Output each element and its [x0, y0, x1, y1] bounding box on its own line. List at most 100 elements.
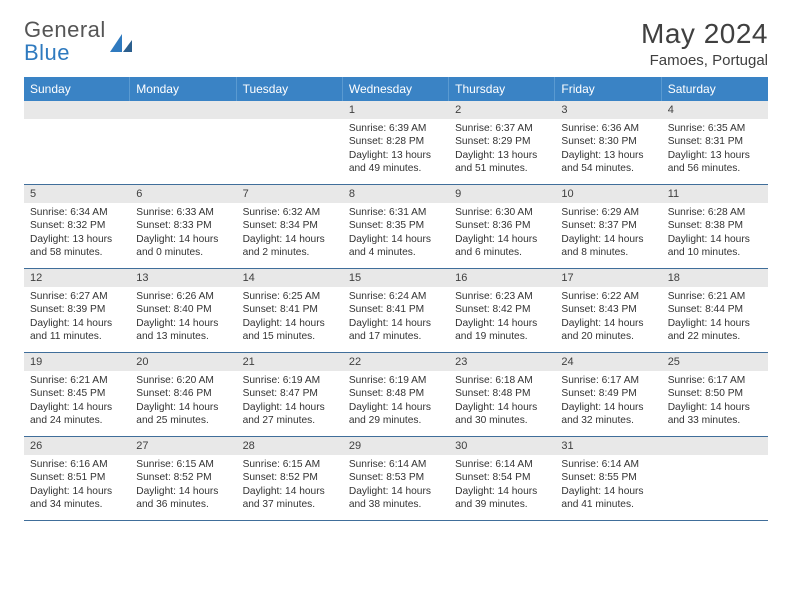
- day-details: Sunrise: 6:28 AMSunset: 8:38 PMDaylight:…: [662, 203, 768, 264]
- day-detail-line: Sunrise: 6:15 AM: [243, 458, 337, 471]
- day-detail-line: Sunset: 8:54 PM: [455, 471, 549, 484]
- day-detail-line: Sunset: 8:34 PM: [243, 219, 337, 232]
- day-detail-line: Daylight: 14 hours: [349, 317, 443, 330]
- day-number: 23: [449, 353, 555, 371]
- calendar-day-cell: 18Sunrise: 6:21 AMSunset: 8:44 PMDayligh…: [662, 269, 768, 353]
- day-detail-line: and 32 minutes.: [561, 414, 655, 427]
- day-number: 1: [343, 101, 449, 119]
- day-detail-line: Sunset: 8:44 PM: [668, 303, 762, 316]
- day-detail-line: and 24 minutes.: [30, 414, 124, 427]
- day-details: Sunrise: 6:31 AMSunset: 8:35 PMDaylight:…: [343, 203, 449, 264]
- day-details: [662, 455, 768, 462]
- day-detail-line: Sunset: 8:33 PM: [136, 219, 230, 232]
- calendar-day-cell: 31Sunrise: 6:14 AMSunset: 8:55 PMDayligh…: [555, 437, 661, 521]
- page-header: General Blue May 2024 Famoes, Portugal: [24, 18, 768, 69]
- weekday-header: Friday: [555, 77, 661, 101]
- calendar-day-cell: 30Sunrise: 6:14 AMSunset: 8:54 PMDayligh…: [449, 437, 555, 521]
- day-detail-line: and 25 minutes.: [136, 414, 230, 427]
- weekday-header: Saturday: [662, 77, 768, 101]
- title-block: May 2024 Famoes, Portugal: [641, 18, 768, 69]
- day-details: Sunrise: 6:27 AMSunset: 8:39 PMDaylight:…: [24, 287, 130, 348]
- day-detail-line: and 11 minutes.: [30, 330, 124, 343]
- day-number: 31: [555, 437, 661, 455]
- logo: General Blue: [24, 18, 134, 64]
- day-detail-line: Daylight: 14 hours: [561, 485, 655, 498]
- day-detail-line: and 22 minutes.: [668, 330, 762, 343]
- day-details: Sunrise: 6:36 AMSunset: 8:30 PMDaylight:…: [555, 119, 661, 180]
- calendar-week-row: 12Sunrise: 6:27 AMSunset: 8:39 PMDayligh…: [24, 269, 768, 353]
- day-number: 13: [130, 269, 236, 287]
- day-number: [237, 101, 343, 119]
- day-detail-line: and 38 minutes.: [349, 498, 443, 511]
- day-number: 24: [555, 353, 661, 371]
- day-detail-line: Daylight: 14 hours: [30, 317, 124, 330]
- day-detail-line: Sunset: 8:32 PM: [30, 219, 124, 232]
- day-detail-line: Sunrise: 6:37 AM: [455, 122, 549, 135]
- day-number: [130, 101, 236, 119]
- day-detail-line: Daylight: 14 hours: [349, 485, 443, 498]
- day-detail-line: Sunrise: 6:31 AM: [349, 206, 443, 219]
- day-detail-line: Sunrise: 6:25 AM: [243, 290, 337, 303]
- day-detail-line: Daylight: 14 hours: [243, 485, 337, 498]
- calendar-day-cell: 19Sunrise: 6:21 AMSunset: 8:45 PMDayligh…: [24, 353, 130, 437]
- weekday-header: Monday: [130, 77, 236, 101]
- day-detail-line: Daylight: 14 hours: [243, 317, 337, 330]
- day-details: Sunrise: 6:21 AMSunset: 8:44 PMDaylight:…: [662, 287, 768, 348]
- day-number: 11: [662, 185, 768, 203]
- day-detail-line: Daylight: 14 hours: [349, 233, 443, 246]
- day-number: 29: [343, 437, 449, 455]
- day-detail-line: and 36 minutes.: [136, 498, 230, 511]
- day-details: Sunrise: 6:33 AMSunset: 8:33 PMDaylight:…: [130, 203, 236, 264]
- day-detail-line: and 34 minutes.: [30, 498, 124, 511]
- day-number: 2: [449, 101, 555, 119]
- calendar-day-cell: 3Sunrise: 6:36 AMSunset: 8:30 PMDaylight…: [555, 101, 661, 185]
- day-detail-line: Daylight: 14 hours: [455, 401, 549, 414]
- day-detail-line: Sunset: 8:41 PM: [243, 303, 337, 316]
- calendar-day-cell: 1Sunrise: 6:39 AMSunset: 8:28 PMDaylight…: [343, 101, 449, 185]
- day-detail-line: Sunrise: 6:35 AM: [668, 122, 762, 135]
- day-detail-line: and 15 minutes.: [243, 330, 337, 343]
- day-detail-line: Sunrise: 6:30 AM: [455, 206, 549, 219]
- day-number: 27: [130, 437, 236, 455]
- calendar-day-cell: 22Sunrise: 6:19 AMSunset: 8:48 PMDayligh…: [343, 353, 449, 437]
- calendar-week-row: 19Sunrise: 6:21 AMSunset: 8:45 PMDayligh…: [24, 353, 768, 437]
- day-detail-line: Sunrise: 6:27 AM: [30, 290, 124, 303]
- calendar-day-cell: [24, 101, 130, 185]
- day-details: Sunrise: 6:20 AMSunset: 8:46 PMDaylight:…: [130, 371, 236, 432]
- day-detail-line: Sunrise: 6:18 AM: [455, 374, 549, 387]
- day-number: 20: [130, 353, 236, 371]
- weekday-header: Wednesday: [343, 77, 449, 101]
- day-detail-line: and 20 minutes.: [561, 330, 655, 343]
- calendar-day-cell: 16Sunrise: 6:23 AMSunset: 8:42 PMDayligh…: [449, 269, 555, 353]
- day-detail-line: and 6 minutes.: [455, 246, 549, 259]
- month-title: May 2024: [641, 18, 768, 50]
- day-detail-line: Sunset: 8:37 PM: [561, 219, 655, 232]
- day-detail-line: and 39 minutes.: [455, 498, 549, 511]
- day-detail-line: and 41 minutes.: [561, 498, 655, 511]
- calendar-day-cell: 29Sunrise: 6:14 AMSunset: 8:53 PMDayligh…: [343, 437, 449, 521]
- day-number: 21: [237, 353, 343, 371]
- day-detail-line: Sunrise: 6:26 AM: [136, 290, 230, 303]
- day-detail-line: Sunset: 8:38 PM: [668, 219, 762, 232]
- day-number: 28: [237, 437, 343, 455]
- day-detail-line: Sunset: 8:42 PM: [455, 303, 549, 316]
- calendar-day-cell: 8Sunrise: 6:31 AMSunset: 8:35 PMDaylight…: [343, 185, 449, 269]
- day-details: Sunrise: 6:34 AMSunset: 8:32 PMDaylight:…: [24, 203, 130, 264]
- day-detail-line: and 10 minutes.: [668, 246, 762, 259]
- day-detail-line: Sunrise: 6:14 AM: [561, 458, 655, 471]
- weekday-header: Thursday: [449, 77, 555, 101]
- day-detail-line: Daylight: 14 hours: [561, 401, 655, 414]
- day-details: Sunrise: 6:26 AMSunset: 8:40 PMDaylight:…: [130, 287, 236, 348]
- day-number: 10: [555, 185, 661, 203]
- day-detail-line: Sunset: 8:45 PM: [30, 387, 124, 400]
- calendar-day-cell: 17Sunrise: 6:22 AMSunset: 8:43 PMDayligh…: [555, 269, 661, 353]
- day-detail-line: Sunrise: 6:17 AM: [668, 374, 762, 387]
- day-number: 16: [449, 269, 555, 287]
- calendar-day-cell: 2Sunrise: 6:37 AMSunset: 8:29 PMDaylight…: [449, 101, 555, 185]
- day-detail-line: Sunrise: 6:21 AM: [30, 374, 124, 387]
- day-detail-line: and 4 minutes.: [349, 246, 443, 259]
- day-number: 12: [24, 269, 130, 287]
- calendar-day-cell: 5Sunrise: 6:34 AMSunset: 8:32 PMDaylight…: [24, 185, 130, 269]
- weekday-header: Tuesday: [237, 77, 343, 101]
- day-details: Sunrise: 6:35 AMSunset: 8:31 PMDaylight:…: [662, 119, 768, 180]
